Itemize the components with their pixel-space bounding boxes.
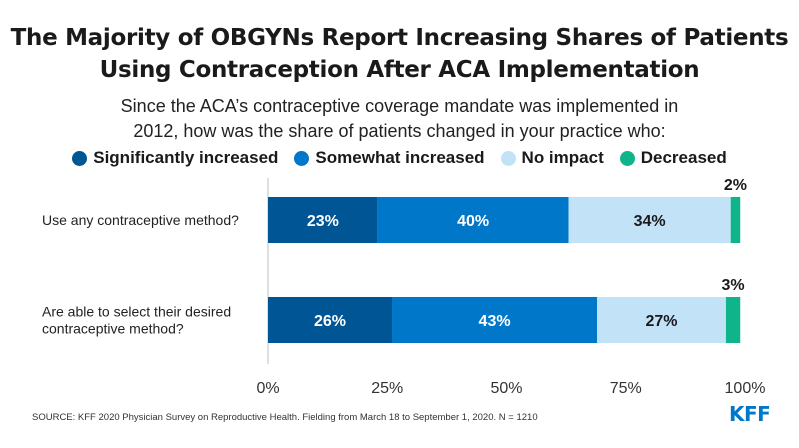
data-label: 34% (634, 213, 666, 230)
legend-item-no-impact: No impact (500, 148, 604, 168)
source-note: SOURCE: KFF 2020 Physician Survey on Rep… (32, 412, 538, 423)
bar-segment (568, 197, 731, 243)
data-label: 23% (307, 213, 339, 230)
kff-logo: KFF (729, 402, 771, 426)
x-tick-label: 75% (610, 380, 642, 397)
chart-subtitle: Since the ACA’s contraceptive coverage m… (0, 94, 799, 144)
legend-swatch (619, 150, 635, 166)
chart-title: The Majority of OBGYNs Report Increasing… (0, 22, 799, 86)
category-label: contraceptive method? (42, 321, 184, 337)
data-label: 27% (646, 313, 678, 330)
chart-title-line-2: Using Contraception After ACA Implementa… (99, 57, 700, 83)
legend-label: No impact (521, 148, 604, 167)
bar-segment (377, 197, 569, 243)
chart-legend: Significantly increased Somewhat increas… (0, 147, 799, 169)
legend-item-significantly-increased: Significantly increased (72, 148, 278, 168)
chart-title-line-1: The Majority of OBGYNs Report Increasing… (10, 25, 789, 51)
legend-swatch (294, 150, 310, 166)
bar-segment (730, 197, 741, 243)
x-tick-label: 50% (490, 380, 522, 397)
data-label: 43% (479, 313, 511, 330)
legend-item-decreased: Decreased (619, 148, 727, 168)
bar-segment (597, 297, 726, 343)
data-label: 2% (724, 177, 747, 194)
legend-label: Significantly increased (93, 148, 279, 167)
bar-segment (268, 297, 393, 343)
data-label: 40% (457, 213, 489, 230)
data-label: 3% (722, 277, 745, 294)
bar-segment (725, 297, 741, 343)
category-label: Are able to select their desired (42, 304, 231, 320)
bar-segment (268, 197, 378, 243)
chart-subtitle-line-1: Since the ACA’s contraceptive coverage m… (120, 96, 679, 116)
chart-subtitle-line-2: 2012, how was the share of patients chan… (133, 121, 666, 141)
category-label: Use any contraceptive method? (42, 212, 239, 228)
legend-swatch (500, 150, 516, 166)
bar-segment (392, 297, 598, 343)
data-label: 26% (314, 313, 346, 330)
legend-label: Somewhat increased (315, 148, 485, 167)
x-tick-label: 25% (371, 380, 403, 397)
x-tick-label: 0% (256, 380, 279, 397)
x-tick-label: 100% (725, 380, 766, 397)
legend-item-somewhat-increased: Somewhat increased (294, 148, 485, 168)
legend-label: Decreased (640, 148, 727, 167)
legend-swatch (72, 150, 88, 166)
